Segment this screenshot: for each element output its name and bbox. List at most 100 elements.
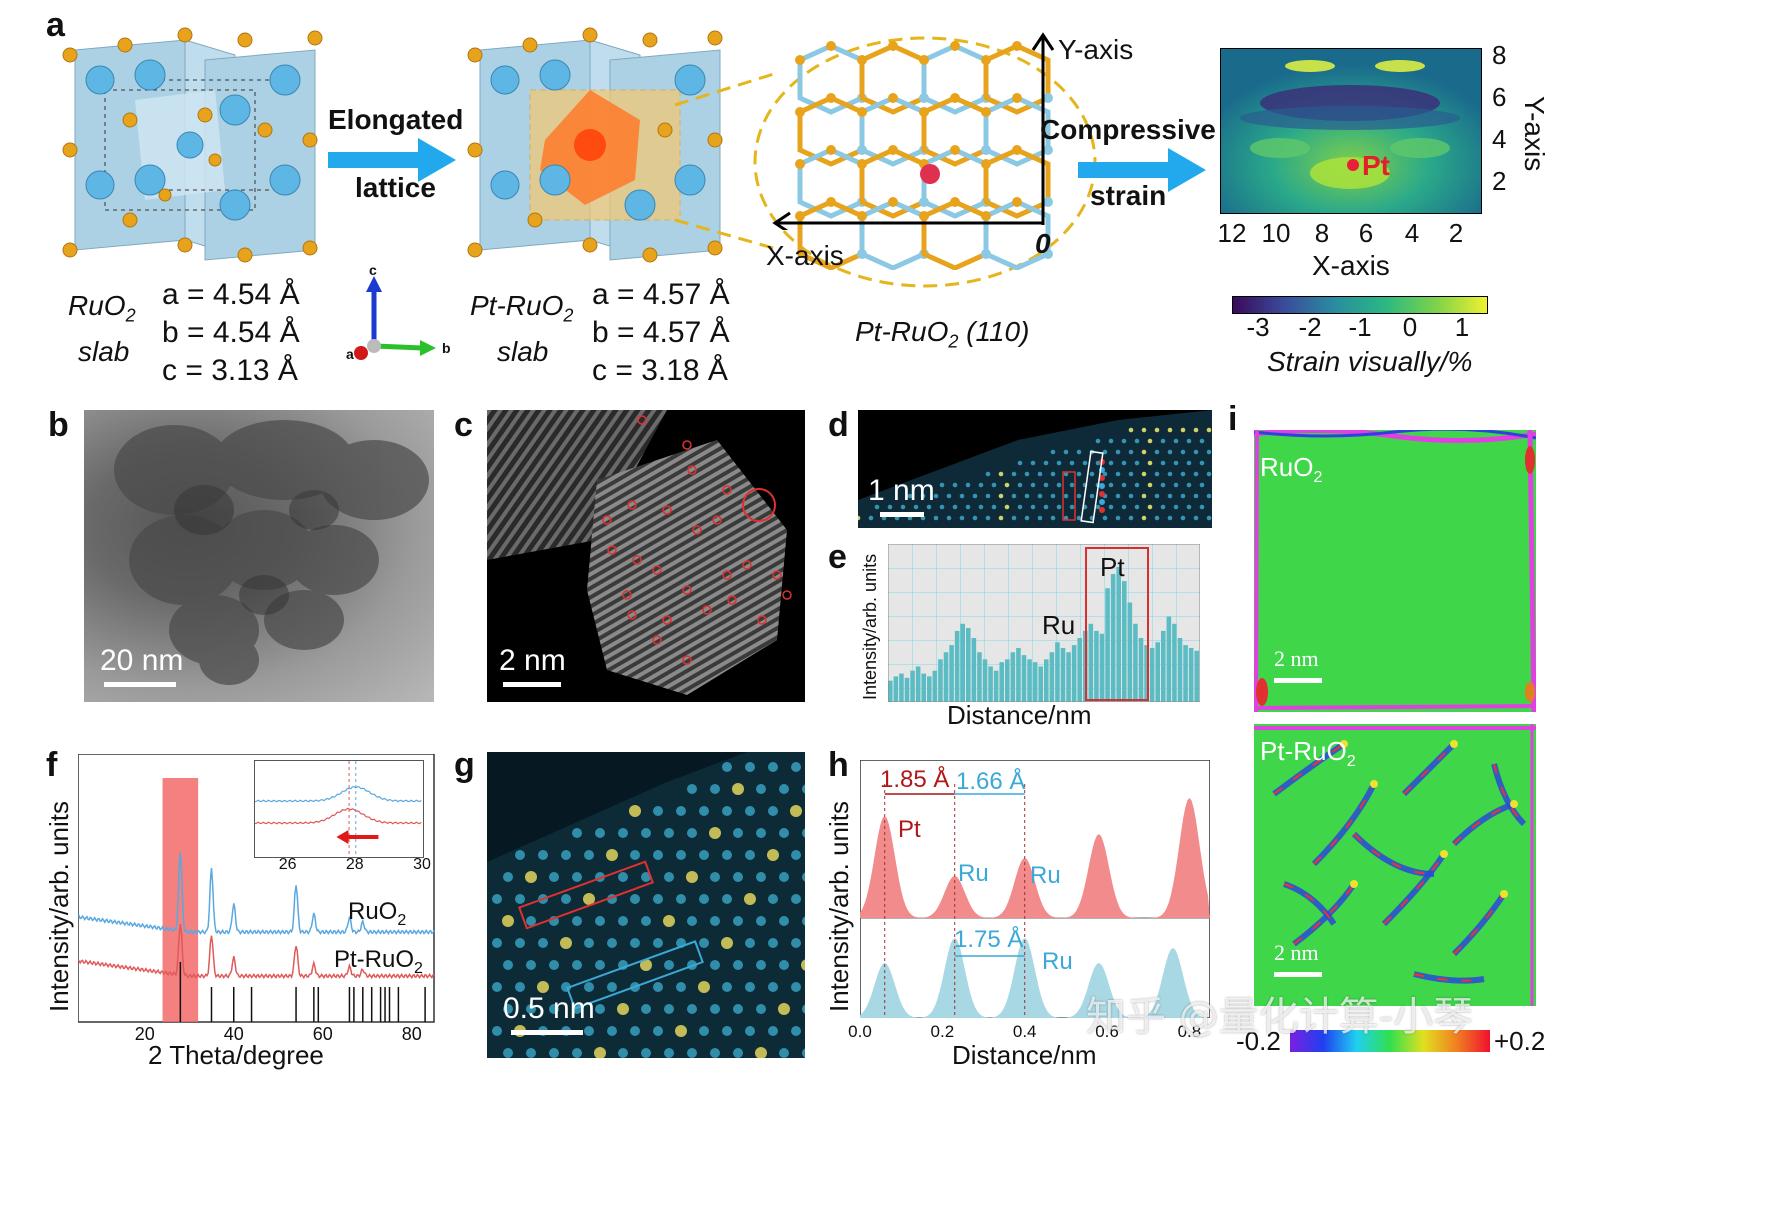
e-pt-annotation: Pt (1100, 552, 1125, 582)
ptruo2-slab-name: Pt-RuO2 (470, 290, 574, 326)
dopant-marker (602, 515, 612, 525)
profile-bar (1077, 638, 1082, 702)
h-ru-label-1: Ru (958, 860, 989, 887)
profile-bar (971, 638, 977, 702)
dopant-marker (682, 655, 692, 665)
strain-edges-ruo2 (1254, 430, 1536, 712)
panel-d-label: d (828, 406, 849, 444)
dopant-marker (662, 615, 672, 625)
tick-label: 12 (1217, 218, 1247, 248)
dislocation-line (1293, 883, 1355, 945)
dislocation-line (1453, 803, 1515, 845)
e-ylabel: Intensity/arb. units (860, 553, 880, 700)
f-ylabel: Intensity/arb. units (44, 801, 74, 1012)
dopant-marker (627, 610, 637, 620)
profile-bar (888, 680, 893, 702)
triad-b-label: b (442, 340, 451, 356)
panel-b-label: b (48, 406, 69, 444)
i-bottom-name: Pt-RuO2 (1260, 736, 1356, 771)
profile-bar (1138, 638, 1144, 702)
strain-colorbar-ticks: -3 -2 -1 0 1 (1232, 312, 1486, 348)
dopant-marker (687, 465, 697, 475)
h-ann-166: 1.66 Å (956, 768, 1026, 795)
profile-bar (893, 676, 899, 702)
shift-arrow-head-icon (336, 830, 349, 844)
ptruo2-a: a = 4.57 Å (592, 278, 730, 311)
tick-label: 40 (223, 1024, 244, 1044)
lattice-axes (772, 32, 1055, 230)
h-ann-185: 1.85 Å (880, 766, 950, 793)
watermark: 知乎 @量化计算-小琴 (1086, 994, 1474, 1040)
dislocation-line (1313, 783, 1375, 865)
ruo2-crystal-illustration (62, 27, 323, 263)
arrow1-top-label: Elongated (328, 104, 464, 135)
dopant-marker (692, 525, 702, 535)
profile-bar (1027, 659, 1032, 702)
panel-h-label: h (828, 746, 849, 784)
profile-bar (1183, 645, 1188, 702)
ruo2-slab-name: RuO2 (68, 290, 136, 326)
tick-label: 28 (345, 856, 364, 873)
ptruo2-c: c = 3.18 Å (592, 354, 728, 387)
tick-label: -2 (1298, 312, 1322, 342)
ruo2-slab-word: slab (78, 336, 130, 367)
tick-label: 2 (1448, 218, 1464, 248)
profile-bar (1066, 652, 1071, 702)
profile-bar (1194, 650, 1199, 702)
i-colorbar (1290, 1030, 1490, 1052)
profile-bar (1110, 574, 1116, 702)
tick-label: 0.4 (1012, 1022, 1037, 1041)
x-axis-label: X-axis (766, 240, 844, 271)
profile-bar (1038, 666, 1043, 702)
tick-label: -3 (1246, 312, 1270, 342)
tick-label: 0.6 (1095, 1022, 1119, 1041)
dopant-marker (632, 555, 642, 565)
dislocation-line (1453, 893, 1505, 955)
haadf-image-d: 1 nm (858, 410, 1212, 528)
panel-e-label: e (828, 538, 847, 576)
ruo2-b: b = 4.54 Å (162, 316, 300, 349)
ptruo2-crystal-illustration (467, 27, 723, 263)
f-xlabel: 2 Theta/degree (148, 1040, 324, 1070)
y-tick: 2 (1492, 166, 1507, 196)
h-ylabel: Intensity/arb. units (824, 801, 854, 1012)
ptruo2-lattice-params: a = 4.57 Å b = 4.57 Å c = 3.18 Å (592, 276, 730, 390)
e-ru-annotation: Ru (1042, 610, 1076, 640)
profile-bar (999, 662, 1004, 702)
dislocation-line (1493, 763, 1525, 825)
h-pt-label: Pt (898, 816, 921, 843)
inset-line (254, 786, 422, 803)
profile-bar (1060, 647, 1066, 702)
i-bottom-scale: 2 nm (1274, 940, 1319, 965)
xrd-chart-f (78, 754, 435, 1023)
profile-bar (1044, 659, 1049, 702)
profile-bar (1149, 647, 1155, 702)
profile-bar (1010, 652, 1016, 702)
dopant-marker (727, 595, 737, 605)
profile-bar (1005, 659, 1010, 702)
profile-bar (960, 623, 965, 702)
panel-f-label: f (46, 746, 58, 784)
scalebar-i-top (1274, 678, 1322, 683)
profile-bar (954, 630, 960, 702)
h-ann-175: 1.75 Å (954, 926, 1024, 953)
e-xlabel: Distance/nm (947, 700, 1092, 730)
tick-label: 60 (312, 1024, 333, 1044)
scale-c: 2 nm (499, 644, 566, 677)
dislocation-line (1353, 833, 1435, 875)
dopant-marker (782, 590, 792, 600)
dislocation-line (1283, 883, 1335, 925)
dislocation-line (1403, 743, 1455, 795)
dopant-marker (712, 515, 722, 525)
strain-map-y-ticks: 8 6 4 2 (1492, 40, 1522, 210)
profile-bar (1127, 602, 1133, 702)
f-inset (254, 760, 424, 858)
profile-bar (1188, 647, 1194, 702)
tick-label: 10 (1261, 218, 1291, 248)
profile-bar (932, 670, 938, 702)
dislocation-line (1413, 973, 1485, 982)
scalebar-d (880, 512, 924, 517)
inset-line (254, 807, 422, 825)
dopant-marker (772, 570, 782, 580)
i-cbar-max: +0.2 (1494, 1026, 1546, 1056)
